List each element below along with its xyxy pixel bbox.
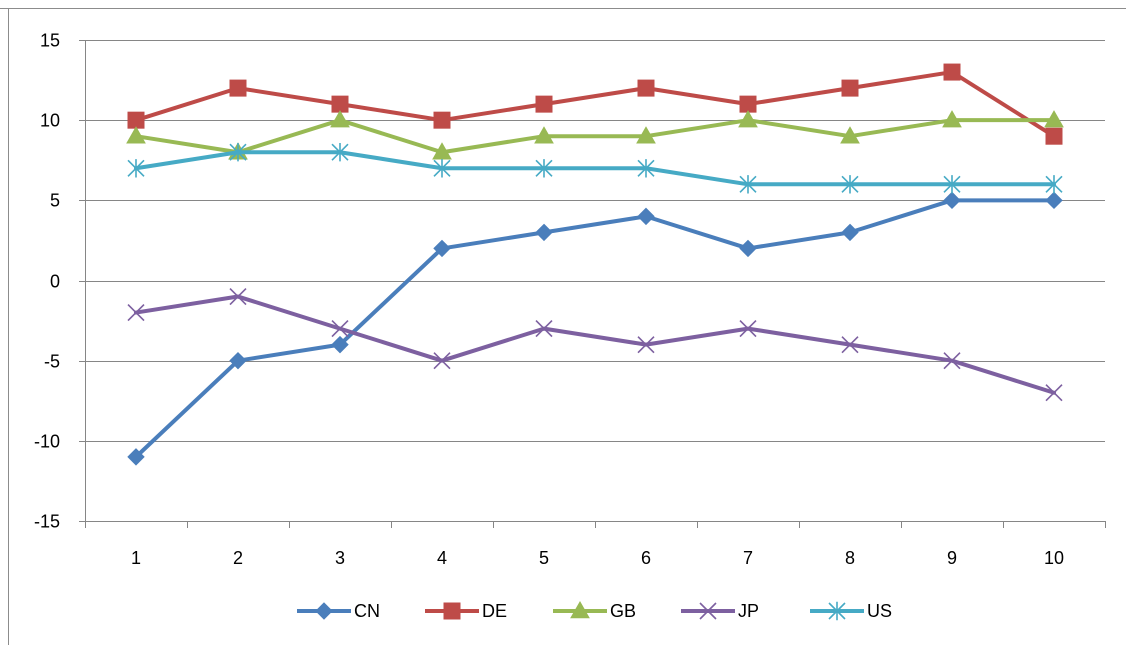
- legend-label: GB: [610, 601, 636, 621]
- data-point: [841, 336, 859, 354]
- y-tick-label: 0: [50, 272, 60, 292]
- series-gb: [126, 110, 1064, 160]
- y-tick-label: -15: [34, 512, 60, 532]
- data-point: [943, 352, 961, 370]
- series-cn: [127, 191, 1063, 466]
- x-tick-label: 9: [947, 548, 957, 568]
- x-tick-label: 10: [1044, 548, 1064, 568]
- series-line: [134, 118, 1056, 155]
- data-point: [943, 175, 961, 194]
- data-point: [433, 352, 451, 370]
- data-point: [637, 336, 655, 354]
- data-point: [126, 126, 146, 144]
- data-point: [739, 175, 757, 194]
- x-tick-label: 6: [641, 548, 651, 568]
- data-point: [331, 143, 349, 162]
- legend-marker: [570, 600, 590, 619]
- x-tick-label: 5: [539, 548, 549, 568]
- data-point: [1045, 175, 1063, 194]
- x-tick-label: 7: [743, 548, 753, 568]
- data-point: [1045, 191, 1063, 210]
- data-point: [637, 159, 655, 178]
- series-jp: [127, 287, 1063, 402]
- legend-marker: [443, 602, 461, 620]
- data-point: [229, 79, 247, 97]
- data-point: [841, 79, 859, 97]
- legend-label: CN: [354, 601, 380, 621]
- data-point: [637, 207, 655, 226]
- data-point: [331, 335, 349, 354]
- data-point: [738, 110, 758, 128]
- y-tick-label: 5: [50, 191, 60, 211]
- series-us: [127, 143, 1063, 194]
- data-point: [535, 95, 553, 113]
- data-point: [636, 126, 656, 144]
- legend-label: US: [867, 601, 892, 621]
- data-point: [840, 126, 860, 144]
- series-line: [134, 198, 1056, 459]
- data-point: [739, 95, 757, 113]
- data-point: [739, 320, 757, 338]
- legend-entry-cn: CN: [297, 601, 380, 621]
- x-tick-label: 3: [335, 548, 345, 568]
- data-point: [433, 239, 451, 258]
- data-point: [943, 191, 961, 210]
- data-point: [331, 95, 349, 113]
- data-point: [127, 159, 145, 178]
- y-tick-label: 15: [40, 31, 60, 51]
- series-line: [134, 70, 1056, 139]
- x-tick-label: 1: [131, 548, 141, 568]
- data-point: [534, 126, 554, 144]
- data-point: [535, 320, 553, 338]
- legend-entry-jp: JP: [681, 601, 759, 621]
- legend-entry-us: US: [810, 601, 892, 621]
- x-tick-label: 8: [845, 548, 855, 568]
- data-point: [942, 110, 962, 128]
- series-line: [134, 294, 1056, 395]
- data-point: [229, 143, 247, 162]
- data-point: [127, 111, 145, 129]
- legend-marker: [699, 602, 717, 620]
- legend: CN DE GB JP US: [297, 600, 892, 621]
- y-tick-label: 10: [40, 111, 60, 131]
- data-point: [330, 110, 350, 128]
- legend-marker: [315, 602, 333, 620]
- axes: 15 10 5 0 -5 -10 -15 1 2 3 4 5 6 7 8 9 10: [34, 31, 1106, 568]
- series-de: [127, 63, 1063, 145]
- data-point: [637, 79, 655, 97]
- data-point: [1045, 127, 1063, 145]
- legend-entry-gb: GB: [553, 600, 636, 621]
- legend-entry-de: DE: [425, 601, 507, 621]
- x-tick-label: 4: [437, 548, 447, 568]
- legend-label: JP: [738, 601, 759, 621]
- series-group: [126, 63, 1064, 466]
- series-line: [134, 150, 1056, 187]
- data-point: [841, 175, 859, 194]
- x-tick-label: 2: [233, 548, 243, 568]
- data-point: [535, 159, 553, 178]
- data-point: [229, 287, 247, 306]
- y-tick-label: -5: [44, 352, 60, 372]
- data-point: [841, 223, 859, 242]
- data-point: [535, 223, 553, 242]
- data-point: [433, 111, 451, 129]
- data-point: [739, 239, 757, 258]
- data-point: [943, 63, 961, 81]
- data-point: [127, 448, 145, 466]
- data-point: [229, 351, 247, 370]
- data-point: [1045, 384, 1063, 402]
- legend-label: DE: [482, 601, 507, 621]
- data-point: [433, 159, 451, 178]
- data-point: [127, 304, 145, 322]
- y-tick-label: -10: [34, 432, 60, 452]
- data-point: [432, 142, 452, 160]
- data-point: [1044, 110, 1064, 128]
- legend-marker: [828, 601, 846, 621]
- data-point: [331, 320, 349, 338]
- gridlines: [79, 40, 1105, 522]
